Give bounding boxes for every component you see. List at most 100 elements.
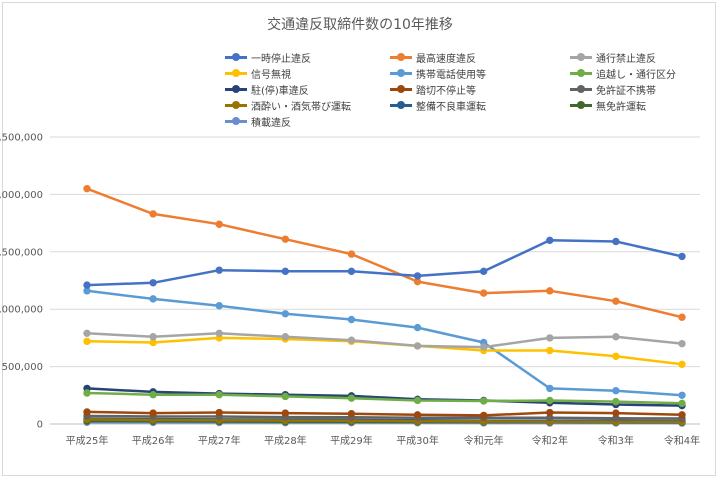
y-tick-label: 2,500,000 <box>0 133 43 144</box>
data-point <box>413 342 422 350</box>
data-point <box>479 267 488 276</box>
data-point <box>83 389 91 397</box>
data-point <box>413 272 422 280</box>
legend-marker <box>570 100 592 110</box>
data-point <box>479 343 488 351</box>
data-point <box>546 334 554 342</box>
series-line <box>85 187 684 319</box>
legend-item: 駐(停)車違反 <box>225 82 309 97</box>
data-point <box>281 333 290 341</box>
x-tick-label: 平成26年 <box>132 434 175 447</box>
legend-label: 踏切不停止等 <box>416 85 476 97</box>
legend-marker <box>390 52 412 62</box>
data-point <box>678 360 686 369</box>
legend-label: 免許証不携帯 <box>596 85 656 97</box>
data-point <box>83 184 91 193</box>
series-line <box>85 391 684 405</box>
legend-marker <box>390 84 412 94</box>
data-point <box>215 266 223 274</box>
data-point <box>479 397 488 405</box>
data-point <box>678 313 686 321</box>
data-point <box>678 339 686 348</box>
data-point <box>413 396 422 405</box>
chart-title: 交通違反取締件数の10年推移 <box>267 17 453 33</box>
legend-item: 信号無視 <box>225 66 291 81</box>
data-point <box>413 411 422 419</box>
legend-item: 通行禁止違反 <box>570 50 656 65</box>
data-point <box>347 250 356 258</box>
legend-item: 最高速度違反 <box>390 50 476 65</box>
legend-label: 携帯電話使用等 <box>416 69 486 81</box>
data-point <box>83 337 91 346</box>
legend-marker <box>390 100 412 110</box>
data-point <box>612 297 620 305</box>
data-point <box>149 210 157 218</box>
legend-label: 無免許運転 <box>596 101 646 113</box>
y-tick-label: 0 <box>37 420 43 431</box>
data-point <box>281 235 290 243</box>
x-tick-label: 平成27年 <box>198 434 241 447</box>
series-line <box>85 289 684 397</box>
y-tick-label: 2,000,000 <box>0 190 43 201</box>
legend-item: 一時停止違反 <box>225 50 311 65</box>
data-point <box>347 394 356 402</box>
data-point <box>612 387 620 395</box>
data-point <box>347 315 356 324</box>
series-line <box>85 332 684 349</box>
legend-label: 通行禁止違反 <box>596 53 656 65</box>
legend-marker <box>225 68 247 78</box>
data-point <box>546 346 554 355</box>
data-point <box>83 408 91 416</box>
data-point <box>612 397 620 406</box>
data-point <box>281 267 290 276</box>
legend-marker <box>225 116 247 126</box>
data-point <box>546 396 554 405</box>
x-tick-label: 令和4年 <box>664 434 700 447</box>
legend-marker <box>225 100 247 110</box>
data-point <box>215 391 223 399</box>
legend-label: 積載違反 <box>251 117 291 129</box>
legend-item: 携帯電話使用等 <box>390 66 486 81</box>
x-tick-label: 令和元年 <box>464 434 504 447</box>
data-point <box>281 409 290 417</box>
data-point <box>149 391 157 399</box>
data-point <box>546 408 554 417</box>
y-tick-label: 500,000 <box>2 362 43 373</box>
data-point <box>347 409 356 418</box>
data-point <box>612 352 620 360</box>
data-point <box>215 329 223 338</box>
series-line <box>85 387 684 407</box>
legend-label: 一時停止違反 <box>251 53 311 65</box>
data-point <box>215 408 223 417</box>
legend-item: 整備不良車運転 <box>390 98 486 113</box>
legend-marker <box>570 52 592 62</box>
data-point <box>347 336 356 344</box>
data-point <box>215 302 223 310</box>
data-point <box>347 267 356 276</box>
legend-item: 積載違反 <box>225 114 291 129</box>
legend-label: 最高速度違反 <box>416 53 476 65</box>
series-line <box>85 239 684 287</box>
data-point <box>149 279 157 287</box>
legend-label: 信号無視 <box>251 69 291 81</box>
data-point <box>678 252 686 261</box>
y-tick-label: 1,500,000 <box>0 247 43 258</box>
data-point <box>83 329 91 338</box>
data-point <box>546 236 554 245</box>
data-point <box>678 411 686 419</box>
legend-marker <box>390 68 412 78</box>
x-tick-label: 令和3年 <box>598 434 634 447</box>
legend-marker <box>570 68 592 78</box>
series-line <box>85 418 684 424</box>
legend-item: 酒酔い・酒気帯び運転 <box>225 98 351 113</box>
x-tick-label: 平成25年 <box>66 434 109 447</box>
y-tick-label: 1,000,000 <box>0 305 43 316</box>
data-point <box>612 333 620 341</box>
legend-item: 免許証不携帯 <box>570 82 656 97</box>
x-tick-label: 令和2年 <box>532 434 568 447</box>
data-point <box>546 287 554 295</box>
data-point <box>678 399 686 408</box>
x-tick-label: 平成30年 <box>396 434 439 447</box>
legend-item: 無免許運転 <box>570 98 646 113</box>
